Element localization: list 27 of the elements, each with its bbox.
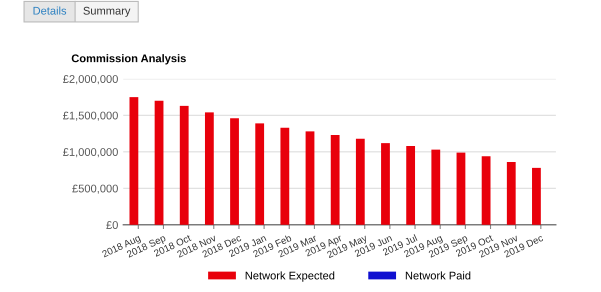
bar: [230, 118, 239, 225]
bar: [506, 162, 516, 225]
legend-label: Network Expected: [246, 271, 334, 282]
text: Details: [34, 6, 66, 15]
bar: [204, 112, 214, 225]
bar: [356, 138, 365, 225]
bar: [381, 143, 390, 225]
bar: [330, 135, 340, 225]
bar: [180, 106, 189, 225]
bar: [482, 156, 491, 225]
bar: [280, 128, 290, 225]
bar: [129, 97, 138, 225]
bar: [431, 150, 440, 225]
bar: [255, 123, 264, 225]
bar: [306, 131, 314, 225]
y-tick-label: £0: [106, 221, 118, 229]
bar: [154, 100, 164, 225]
y-tick-label: £1,000,000: [63, 148, 118, 158]
legend-label: Network Paid: [406, 271, 470, 280]
bar: [456, 152, 466, 225]
y-tick-label: £2,000,000: [63, 75, 118, 84]
chart-title: Commission Analysis: [72, 54, 186, 64]
bar: [532, 168, 541, 225]
bar: [406, 146, 416, 225]
y-tick-label: £500,000: [72, 184, 118, 194]
y-tick-label: £1,500,000: [63, 112, 118, 121]
text: Summary: [83, 6, 130, 17]
